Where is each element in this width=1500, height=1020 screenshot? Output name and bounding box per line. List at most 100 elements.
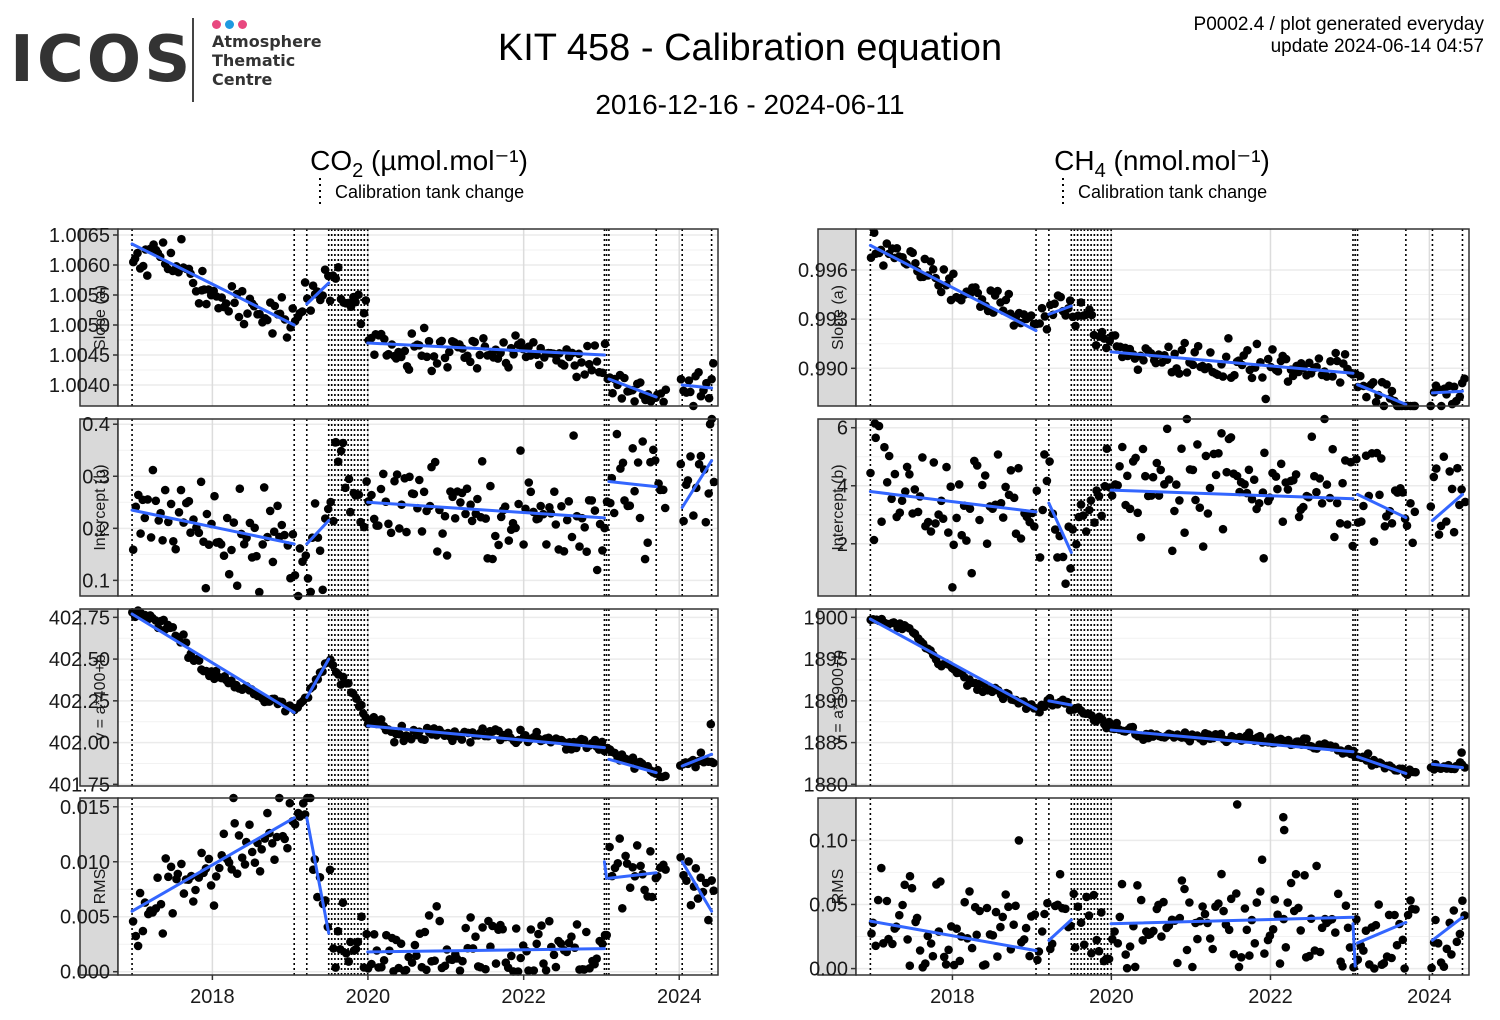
data-point xyxy=(392,470,402,479)
data-point xyxy=(1047,939,1057,949)
data-point xyxy=(562,515,572,525)
data-point xyxy=(491,959,501,968)
data-point xyxy=(237,286,247,296)
data-point xyxy=(1449,906,1459,915)
data-point xyxy=(424,336,434,346)
data-point xyxy=(232,581,242,590)
data-point xyxy=(177,859,186,869)
data-point xyxy=(401,965,411,975)
data-point xyxy=(216,540,226,549)
data-point xyxy=(659,397,668,407)
data-point xyxy=(268,839,277,848)
data-point xyxy=(475,350,485,360)
data-point xyxy=(592,565,602,575)
data-point xyxy=(1426,502,1436,511)
data-point xyxy=(1410,507,1420,517)
data-point xyxy=(277,520,287,530)
data-point xyxy=(1097,511,1106,521)
data-point xyxy=(1258,373,1267,382)
data-point xyxy=(427,366,437,376)
data-point xyxy=(1387,953,1396,963)
data-point xyxy=(179,889,189,898)
data-point xyxy=(1275,959,1285,968)
data-point xyxy=(559,547,569,556)
data-point xyxy=(1094,946,1104,956)
data-point xyxy=(445,347,454,357)
data-point xyxy=(198,266,207,276)
data-point xyxy=(1138,936,1147,945)
data-point xyxy=(1333,889,1343,899)
data-point xyxy=(470,337,480,347)
data-point xyxy=(1092,935,1101,945)
y-tick-label: 1.0055 xyxy=(49,285,110,307)
data-point xyxy=(587,365,597,375)
data-point xyxy=(1050,299,1059,309)
data-point xyxy=(689,511,698,520)
chart-title: KIT 458 - Calibration equation xyxy=(497,27,1003,69)
data-point xyxy=(422,352,432,362)
y-tick-label: 1890 xyxy=(804,691,849,713)
data-point xyxy=(1283,485,1293,494)
data-point xyxy=(537,921,546,930)
y-tick-label: 0.4 xyxy=(82,414,110,436)
data-point xyxy=(379,956,389,965)
data-point xyxy=(329,516,338,526)
data-point xyxy=(575,542,584,551)
data-point xyxy=(549,950,559,960)
data-point xyxy=(1188,465,1198,475)
data-point xyxy=(962,536,971,545)
data-point xyxy=(954,480,964,489)
data-point xyxy=(1371,397,1381,407)
data-point xyxy=(939,952,949,962)
data-point xyxy=(217,293,226,302)
y-tick-label: 0.010 xyxy=(60,852,110,874)
data-point xyxy=(598,939,607,949)
data-point xyxy=(191,885,200,895)
panel-background xyxy=(856,229,1469,406)
data-point xyxy=(1070,943,1080,952)
data-point xyxy=(354,490,364,500)
data-point xyxy=(1359,501,1368,511)
data-point xyxy=(1195,503,1205,512)
data-point xyxy=(341,949,351,958)
data-point xyxy=(905,871,915,881)
data-point xyxy=(252,551,261,561)
data-point xyxy=(516,953,525,963)
data-point xyxy=(536,501,545,511)
data-point xyxy=(1240,904,1250,913)
data-point xyxy=(209,901,219,910)
data-point xyxy=(1014,836,1024,845)
data-point xyxy=(542,540,551,549)
data-point xyxy=(318,291,328,300)
data-point xyxy=(967,568,976,578)
data-point xyxy=(980,471,990,480)
data-point xyxy=(168,909,177,918)
data-point xyxy=(975,906,984,916)
data-point xyxy=(1352,454,1361,464)
data-point xyxy=(676,374,686,384)
data-point xyxy=(918,453,927,462)
data-point xyxy=(1214,899,1223,908)
data-point xyxy=(169,537,178,546)
data-point xyxy=(580,523,589,532)
panel-background xyxy=(856,419,1469,596)
data-point xyxy=(1224,925,1234,935)
y-tick-label: 1.0050 xyxy=(49,315,110,337)
data-point xyxy=(128,917,138,926)
data-point xyxy=(158,238,168,247)
data-point xyxy=(164,517,173,527)
data-point xyxy=(133,248,142,258)
data-point xyxy=(511,331,520,340)
panel-co2-1: Intercept (b) 0.1 0.2 0.3 0.4 xyxy=(79,414,719,601)
data-point xyxy=(988,931,998,940)
data-point xyxy=(338,672,348,682)
data-point xyxy=(1283,377,1293,386)
y-tick-label: 0.996 xyxy=(798,260,848,282)
data-point xyxy=(194,528,204,538)
data-point xyxy=(907,883,917,893)
data-point xyxy=(295,544,305,553)
data-point xyxy=(1343,923,1353,933)
data-point xyxy=(1175,913,1185,923)
data-point xyxy=(1122,963,1132,973)
data-point xyxy=(156,899,166,909)
